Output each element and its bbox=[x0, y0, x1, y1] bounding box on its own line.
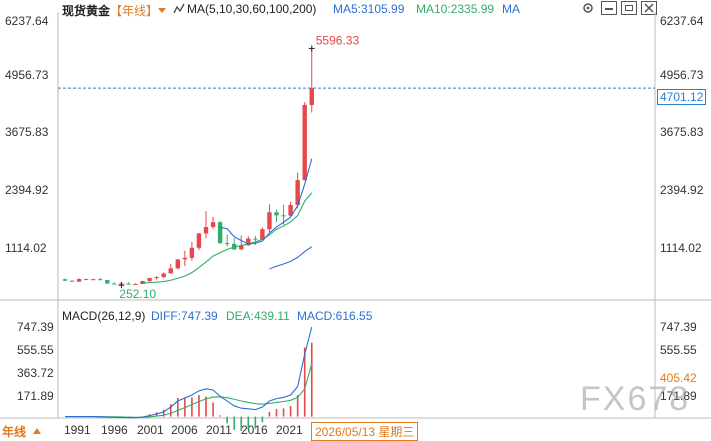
candle-body bbox=[140, 280, 145, 285]
candle-body bbox=[253, 238, 258, 240]
diff-line bbox=[65, 326, 313, 419]
period-label[interactable]: 【年线】 bbox=[110, 4, 159, 18]
high-price-label: 5596.33 bbox=[316, 33, 360, 47]
year-tick: 2001 bbox=[137, 423, 164, 437]
candle-body bbox=[112, 283, 117, 285]
ma-settings-label[interactable]: MA(5,10,30,60,100,200) bbox=[187, 2, 317, 16]
candle-body bbox=[83, 279, 89, 281]
candle-body bbox=[154, 276, 159, 278]
candle-body bbox=[246, 238, 251, 246]
watermark: FX678 bbox=[580, 380, 691, 418]
dea-line bbox=[65, 363, 313, 418]
candle-body bbox=[295, 180, 300, 205]
year-tick: 2011 bbox=[206, 423, 232, 437]
low-price-label: 252.10 bbox=[119, 287, 156, 301]
candle-body bbox=[288, 204, 293, 216]
year-tick: 2006 bbox=[171, 423, 198, 437]
year-tick: 2016 bbox=[241, 423, 268, 437]
ma5-line bbox=[219, 158, 313, 245]
year-tick: 2021 bbox=[276, 423, 303, 437]
year-tick: 1991 bbox=[64, 423, 91, 437]
current-price-label: 4701.12 bbox=[657, 89, 707, 105]
candle-body bbox=[260, 229, 265, 240]
macd-tick-right: 171.89 bbox=[660, 389, 697, 403]
price-tick-left: 1114.02 bbox=[5, 241, 47, 255]
candle-body bbox=[196, 233, 202, 248]
macd-tick-left: 555.55 bbox=[17, 343, 54, 357]
price-tick-right: 4956.73 bbox=[660, 68, 704, 82]
candle-body bbox=[189, 247, 195, 258]
candle-body bbox=[232, 243, 237, 250]
dropdown-icon[interactable] bbox=[158, 8, 166, 13]
candle-body bbox=[274, 212, 279, 216]
macd-hist-value: MACD:616.55 bbox=[297, 309, 373, 323]
price-tick-left: 4956.73 bbox=[5, 68, 49, 82]
candle-body bbox=[210, 222, 216, 228]
candle-body bbox=[76, 279, 82, 282]
footer-dropdown-icon[interactable] bbox=[33, 428, 41, 434]
ma10-line bbox=[142, 192, 313, 284]
macd-tick-left: 171.89 bbox=[17, 389, 54, 403]
candle-body bbox=[105, 280, 110, 284]
candle-body bbox=[203, 227, 209, 234]
candle-body bbox=[161, 273, 166, 277]
candle-body bbox=[239, 245, 244, 250]
macd-diff-value: DIFF:747.39 bbox=[151, 309, 218, 323]
ma5-value: MA5:3105.99 bbox=[333, 2, 405, 16]
candle-body bbox=[147, 277, 152, 281]
candle-body bbox=[69, 280, 75, 282]
candle-body bbox=[126, 283, 131, 285]
settings-icon[interactable] bbox=[580, 1, 596, 15]
candle-body bbox=[62, 279, 68, 281]
ma-more-label: MA bbox=[502, 2, 520, 16]
candle-body bbox=[175, 259, 180, 269]
footer-period-label[interactable]: 年线 bbox=[2, 425, 27, 439]
price-tick-left: 6237.64 bbox=[5, 14, 49, 28]
macd-tick-right: 747.39 bbox=[660, 320, 697, 334]
candle-body bbox=[302, 104, 307, 181]
price-tick-left: 2394.92 bbox=[5, 183, 49, 197]
macd-label: MACD(26,12,9) bbox=[62, 309, 146, 323]
candle-body bbox=[309, 88, 314, 105]
macd-tick-right: 555.55 bbox=[660, 343, 697, 357]
candle-body bbox=[217, 222, 223, 244]
candle-body bbox=[281, 215, 286, 217]
candle-body bbox=[168, 268, 173, 274]
ma30-line bbox=[269, 246, 313, 270]
price-tick-right: 6237.64 bbox=[660, 14, 704, 28]
macd-dea-value: DEA:439.11 bbox=[226, 309, 290, 323]
price-tick-right: 1114.02 bbox=[660, 241, 702, 255]
indicator-icon[interactable] bbox=[173, 2, 185, 14]
year-tick: 1996 bbox=[101, 423, 128, 437]
candle-body bbox=[224, 243, 230, 245]
candle-body bbox=[267, 212, 272, 230]
close-icon[interactable] bbox=[641, 1, 657, 15]
footer-date-label: 2026/05/13 星期三 bbox=[311, 422, 419, 441]
minimize-icon[interactable] bbox=[601, 1, 617, 15]
maximize-icon[interactable] bbox=[621, 1, 637, 15]
ma10-value: MA10:2335.99 bbox=[416, 2, 495, 16]
macd-tick-left: 363.72 bbox=[17, 366, 54, 380]
candle-body bbox=[119, 283, 124, 285]
candle-body bbox=[182, 257, 188, 260]
instrument-title: 现货黄金 bbox=[62, 4, 111, 18]
price-tick-right: 2394.92 bbox=[660, 183, 704, 197]
candle-body bbox=[133, 284, 138, 286]
macd-current-label: 405.42 bbox=[660, 371, 697, 385]
candle-body bbox=[98, 279, 103, 281]
candle-body bbox=[91, 279, 96, 281]
price-tick-right: 3675.83 bbox=[660, 125, 704, 139]
macd-tick-left: 747.39 bbox=[17, 320, 54, 334]
price-tick-left: 3675.83 bbox=[5, 125, 49, 139]
